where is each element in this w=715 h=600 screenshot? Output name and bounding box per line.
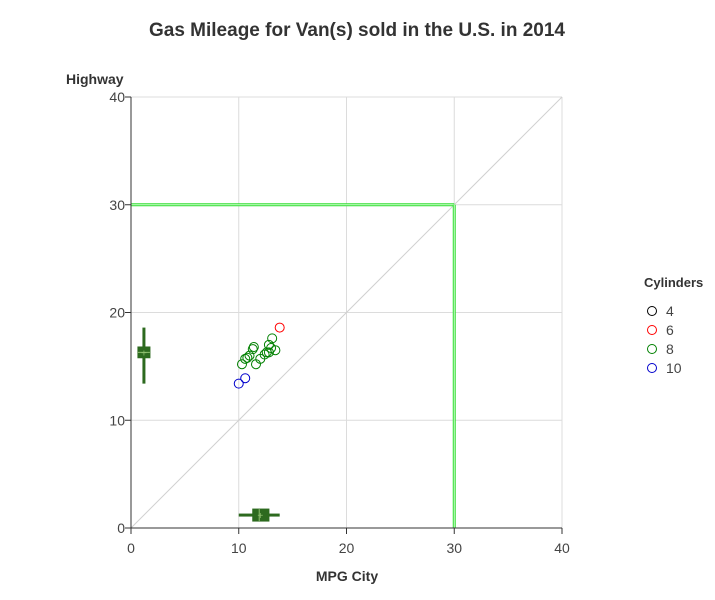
x-tick-label: 10 [231,540,247,556]
legend-title: Cylinders [644,275,703,290]
legend-marker-4 [647,306,657,316]
legend: Cylinders 4 6 8 10 [644,275,703,376]
y-tick-label: 20 [109,305,125,321]
y-axis-label: Highway [66,71,124,87]
y-tick-label: 0 [117,520,125,536]
data-point-10-cyl [233,378,244,389]
legend-label-4: 4 [666,303,674,319]
x-axis-label: MPG City [316,568,378,584]
chart-title: Gas Mileage for Van(s) sold in the U.S. … [149,20,565,41]
y-axis-ticks: 0 10 20 30 40 [109,89,131,536]
legend-marker-6 [647,325,657,335]
legend-marker-8 [647,344,657,354]
x-tick-label: 0 [127,540,135,556]
marginal-boxplots: ++ [137,327,280,522]
legend-label-8: 8 [666,341,674,357]
data-point-6-cyl [274,322,285,333]
data-point-8-cyl [244,350,255,361]
y-tick-label: 10 [109,412,125,428]
x-tick-label: 30 [446,540,462,556]
x-tick-label: 20 [339,540,355,556]
legend-label-10: 10 [666,360,682,376]
data-point-8-cyl [263,339,274,350]
data-point-10-cyl [240,373,251,384]
data-points [233,322,285,389]
data-point-8-cyl [248,341,259,352]
y-boxplot-mean-marker: + [141,348,147,359]
x-tick-label: 40 [554,540,570,556]
legend-entries: 4 6 8 10 [647,303,682,376]
x-boxplot-box [252,508,270,522]
data-point-8-cyl [247,344,258,355]
diagonal-reference-line [130,96,563,529]
legend-label-6: 6 [666,322,674,338]
reference-lines [131,203,456,528]
data-point-8-cyl [242,352,253,363]
x-boxplot-mean-marker: + [257,511,263,522]
x-axis-ticks: 0 10 20 30 40 [127,528,570,556]
y-tick-label: 40 [109,89,125,105]
data-point-8-cyl [270,345,281,356]
y-tick-label: 30 [109,197,125,213]
data-point-8-cyl [267,333,278,344]
data-point-8-cyl [236,359,247,370]
legend-marker-10 [647,363,657,373]
